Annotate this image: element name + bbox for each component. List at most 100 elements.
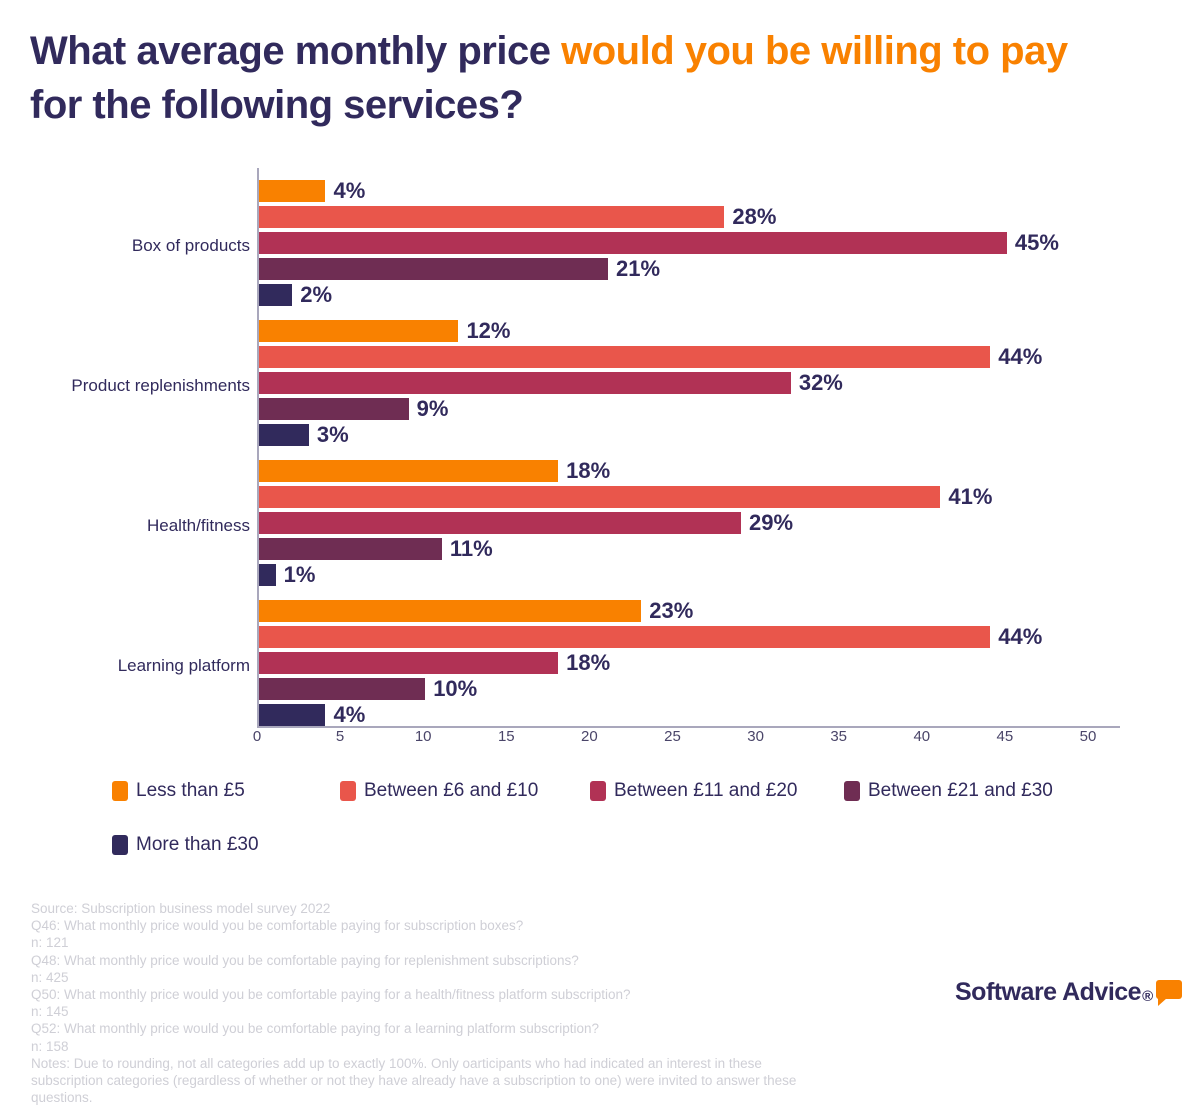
table-row: 2% <box>259 282 1120 307</box>
legend-label: Between £11 and £20 <box>614 780 798 801</box>
legend-item-3[interactable]: Between £21 and £30 <box>844 776 1053 806</box>
bar-value-label: 44% <box>998 624 1043 649</box>
table-row: 32% <box>259 370 1120 395</box>
legend-label: Between £6 and £10 <box>364 780 539 801</box>
x-axis-tick: 40 <box>913 728 931 745</box>
legend-label: Less than £5 <box>136 780 245 801</box>
legend-swatch-icon <box>112 781 128 801</box>
source-note-line: Q50: What monthly price would you be com… <box>31 987 631 1003</box>
bar-value-label: 28% <box>732 204 777 229</box>
source-note-line: n: 158 <box>31 1038 69 1054</box>
legend-swatch-icon <box>112 835 128 855</box>
legend-item-4[interactable]: More than £30 <box>112 830 259 860</box>
category-label-2: Health/fitness <box>10 516 250 536</box>
bar[interactable] <box>259 320 459 342</box>
x-axis-tick: 10 <box>414 728 432 745</box>
source-note-line: Notes: Due to rounding, not all categori… <box>31 1055 762 1071</box>
bar-value-label: 41% <box>948 484 993 509</box>
bar-value-label: 18% <box>566 458 611 483</box>
category-label-text: Box of products <box>131 236 250 255</box>
bar-value-label: 12% <box>466 318 511 343</box>
x-axis-tick: 20 <box>581 728 598 745</box>
bar[interactable] <box>259 460 559 482</box>
bar-value-label: 44% <box>998 344 1043 369</box>
bar[interactable] <box>259 424 309 446</box>
category-axis-labels: Box of products Product replenishments H… <box>10 168 250 726</box>
bar[interactable] <box>259 346 991 368</box>
table-row: 21% <box>259 256 1120 281</box>
title-highlight: would you be willing to pay <box>561 29 1068 73</box>
bar-group-1: 12% 44% 32% 9% 3% <box>259 318 1120 447</box>
bar-value-label: 18% <box>566 650 611 675</box>
bar[interactable] <box>259 180 326 202</box>
bar[interactable] <box>259 600 642 622</box>
bar[interactable] <box>259 652 559 674</box>
logo-text: Software Advice <box>955 978 1142 1006</box>
source-note-line: n: 145 <box>31 1004 69 1020</box>
bar[interactable] <box>259 626 991 648</box>
table-row: 3% <box>259 422 1120 447</box>
bar-value-label: 45% <box>1014 230 1059 255</box>
x-axis-tick: 50 <box>1079 728 1097 745</box>
bar-value-label: 32% <box>798 370 843 395</box>
source-note-line: subscription categories (regardless of w… <box>31 1073 797 1089</box>
bar[interactable] <box>259 512 741 534</box>
speech-bubble-icon <box>1156 980 1183 1006</box>
category-label-text: Product replenishments <box>71 376 250 395</box>
bar[interactable] <box>259 398 409 420</box>
table-row: 18% <box>259 458 1120 483</box>
bar[interactable] <box>259 258 609 280</box>
x-axis-tick: 35 <box>830 728 848 745</box>
legend-item-1[interactable]: Between £6 and £10 <box>340 776 538 806</box>
bar[interactable] <box>259 538 442 560</box>
bar[interactable] <box>259 372 791 394</box>
legend-item-2[interactable]: Between £11 and £20 <box>590 776 797 806</box>
category-label-0: Box of products <box>10 236 250 256</box>
x-axis-tick: 5 <box>335 728 345 745</box>
bar-value-label: 21% <box>616 256 661 281</box>
table-row: 4% <box>259 178 1120 203</box>
bar-value-label: 9% <box>416 396 449 421</box>
bar[interactable] <box>259 678 426 700</box>
logo-registered-mark: ® <box>1142 988 1154 1005</box>
bar-value-label: 1% <box>283 562 316 587</box>
table-row: 18% <box>259 650 1120 675</box>
table-row: 10% <box>259 676 1120 701</box>
legend-label: More than £30 <box>136 834 259 855</box>
bar[interactable] <box>259 284 293 306</box>
x-axis-tick-labels: 0 5 10 15 20 25 30 35 40 45 50 <box>253 728 1157 752</box>
table-row: 23% <box>259 598 1120 623</box>
bar[interactable] <box>259 206 725 228</box>
table-row: 44% <box>259 624 1120 649</box>
legend-item-0[interactable]: Less than £5 <box>112 776 245 806</box>
bar[interactable] <box>259 232 1007 254</box>
x-axis-tick: 30 <box>747 728 764 745</box>
source-note-line: Source: Subscription business model surv… <box>31 901 331 916</box>
software-advice-logo: Software Advice ® <box>955 978 1183 1007</box>
bar[interactable] <box>259 704 326 726</box>
category-label-1: Product replenishments <box>10 376 250 396</box>
source-note-line: Q52: What monthly price would you be com… <box>31 1021 600 1037</box>
bar[interactable] <box>259 486 941 508</box>
page-title: What average monthly price would you be … <box>30 24 1090 132</box>
table-row: 4% <box>259 702 1120 727</box>
table-row: 11% <box>259 536 1120 561</box>
y-axis-line <box>257 168 259 726</box>
source-note-line: Q46: What monthly price would you be com… <box>31 918 524 934</box>
bar-value-label: 29% <box>748 510 794 535</box>
x-axis-tick: 45 <box>996 728 1014 745</box>
bar[interactable] <box>259 564 276 586</box>
bar-chart: Box of products Product replenishments H… <box>0 160 1200 760</box>
category-label-text: Learning platform <box>117 656 250 675</box>
table-row: 1% <box>259 562 1120 587</box>
bar-value-label: 4% <box>333 178 366 203</box>
x-axis-tick: 0 <box>252 728 262 745</box>
x-axis-tick: 15 <box>497 728 515 745</box>
bar-value-label: 3% <box>316 422 349 447</box>
title-part-2: for the following services? <box>30 83 524 127</box>
bar-group-0: 4% 28% 45% 21% 2% <box>259 178 1120 307</box>
x-axis-tick: 25 <box>664 728 681 745</box>
legend-swatch-icon <box>590 781 606 801</box>
source-note-line: Q48: What monthly price would you be com… <box>31 952 579 968</box>
bar-value-label: 4% <box>333 702 366 727</box>
